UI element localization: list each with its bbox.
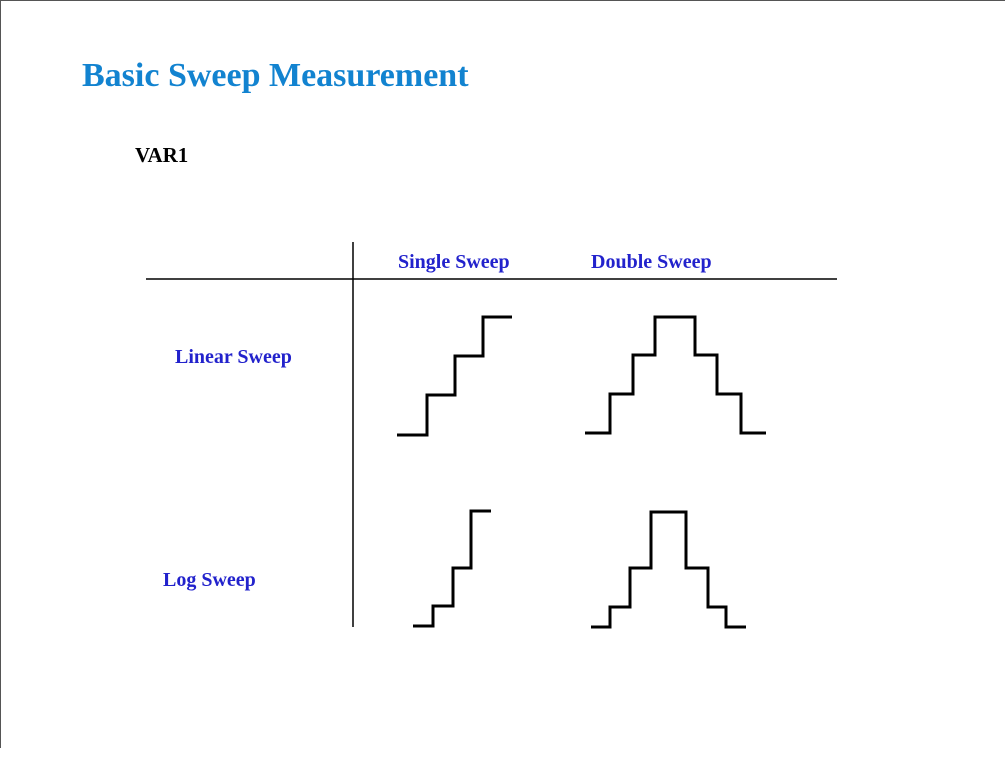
row-header: Linear Sweep (175, 346, 292, 368)
row-header: Log Sweep (163, 569, 256, 591)
log-single-staircase (413, 509, 491, 628)
linear-double-staircase (585, 315, 766, 435)
slide-title: Basic Sweep Measurement (82, 57, 469, 94)
column-header: Double Sweep (591, 251, 712, 273)
log-double-staircase (591, 510, 746, 629)
column-header: Single Sweep (398, 251, 510, 273)
subtitle: VAR1 (135, 143, 188, 167)
linear-single-staircase (397, 315, 512, 437)
